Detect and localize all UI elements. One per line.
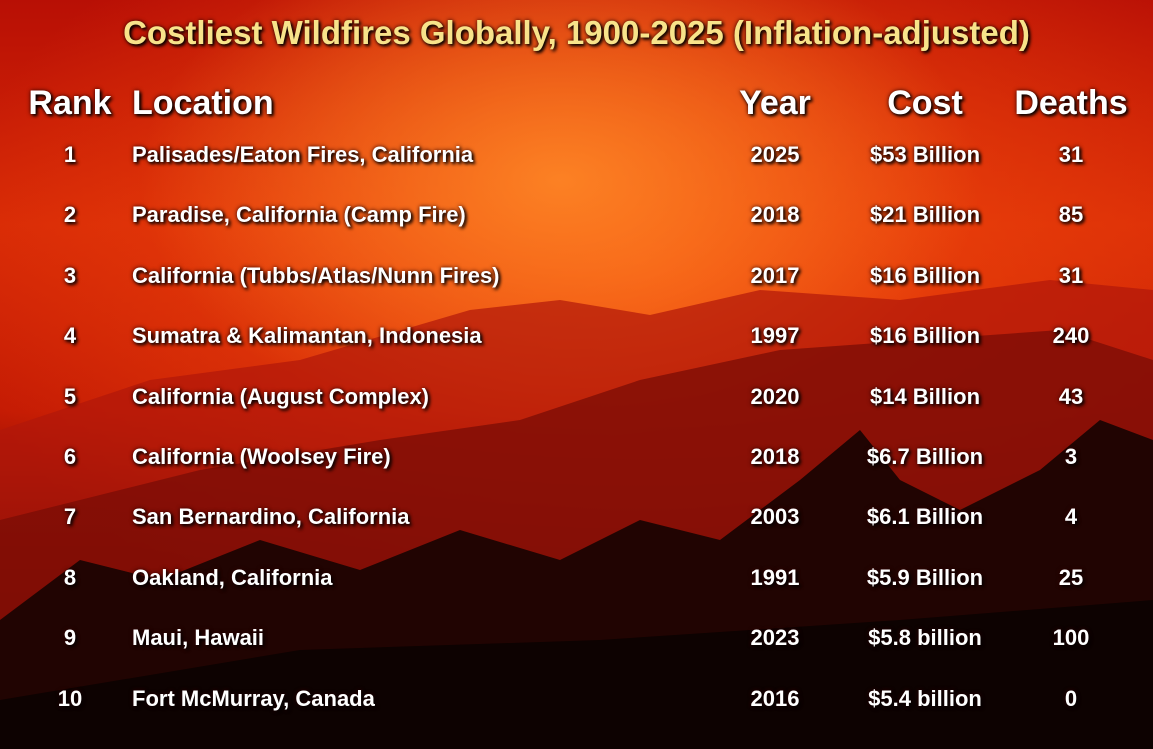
table-cell: 3 xyxy=(1064,444,1078,469)
table-cell: 85 xyxy=(1058,202,1084,228)
table-cell: $5.9 Billion xyxy=(866,564,984,590)
table-cell: $16 Billion xyxy=(869,262,981,288)
table-cell: 240 xyxy=(1052,323,1090,349)
table-cell: 4 xyxy=(1064,504,1078,530)
table-cell: 1991 xyxy=(750,564,800,590)
table-cell: 2025 xyxy=(750,142,800,167)
table-cell: 2017 xyxy=(750,262,800,288)
table-cell: 4 xyxy=(63,323,77,349)
table-cell: $53 Billion xyxy=(869,142,981,167)
column-header: Rank xyxy=(28,84,112,122)
table-cell: 0 xyxy=(1064,685,1078,711)
table-cell: $16 Billion xyxy=(869,323,981,349)
column-header: Year xyxy=(739,84,811,122)
table-cell: California (August Complex) xyxy=(132,383,430,409)
table-cell: California (Tubbs/Atlas/Nunn Fires) xyxy=(132,262,500,288)
table-cell: 1997 xyxy=(750,323,800,349)
table-cell: 8 xyxy=(63,564,77,590)
table-cell: 31 xyxy=(1058,262,1084,288)
table-cell: $6.1 Billion xyxy=(866,504,984,530)
table-cell: 100 xyxy=(1052,625,1090,651)
table-cell: 6 xyxy=(63,444,77,469)
table-cell: 2018 xyxy=(750,202,800,228)
table-cell: $14 Billion xyxy=(869,383,981,409)
table-cell: 31 xyxy=(1058,142,1084,167)
table-cell: 9 xyxy=(63,625,77,651)
title: Costliest Wildfires Globally, 1900-2025 … xyxy=(123,14,1030,51)
table-cell: 2023 xyxy=(750,625,800,651)
table-cell: 2016 xyxy=(750,685,800,711)
table-cell: $6.7 Billion xyxy=(866,444,984,469)
table-cell: Palisades/Eaton Fires, California xyxy=(132,142,474,167)
table-cell: 3 xyxy=(63,262,77,288)
table-cell: Maui, Hawaii xyxy=(132,625,265,651)
column-header: Location xyxy=(132,84,274,122)
table-cell: 25 xyxy=(1058,564,1084,590)
table-cell: San Bernardino, California xyxy=(132,504,410,530)
table-cell: Oakland, California xyxy=(132,564,333,590)
table-cell: Paradise, California (Camp Fire) xyxy=(132,202,466,228)
table-cell: 5 xyxy=(63,383,77,409)
table-cell: Fort McMurray, Canada xyxy=(132,685,375,711)
table-cell: 1 xyxy=(63,142,77,167)
column-header: Cost xyxy=(887,84,963,122)
table-cell: California (Woolsey Fire) xyxy=(132,444,391,469)
column-header: Deaths xyxy=(1014,84,1128,122)
table-cell: $5.4 billion xyxy=(868,685,982,711)
table-cell: 2003 xyxy=(750,504,800,530)
table-cell: $21 Billion xyxy=(869,202,981,228)
table-cell: 2018 xyxy=(750,444,800,469)
table-cell: 10 xyxy=(57,685,83,711)
table-cell: 43 xyxy=(1058,383,1084,409)
table-cell: 2020 xyxy=(750,383,800,409)
table-cell: 2 xyxy=(63,202,77,228)
table-cell: 7 xyxy=(63,504,77,530)
table-cell: Sumatra & Kalimantan, Indonesia xyxy=(132,323,482,349)
table-cell: $5.8 billion xyxy=(868,625,982,651)
